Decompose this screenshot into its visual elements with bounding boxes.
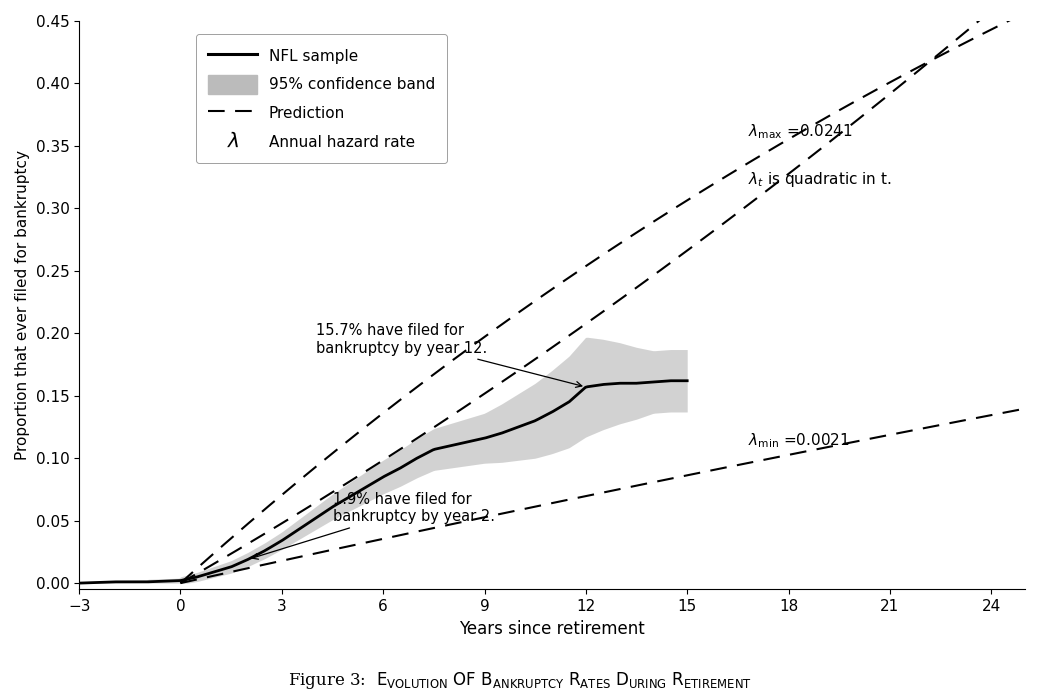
Text: $\lambda_{\mathrm{max}}$ =0.0241: $\lambda_{\mathrm{max}}$ =0.0241 xyxy=(748,123,853,141)
Text: $\lambda_{\mathrm{min}}$ =0.0021: $\lambda_{\mathrm{min}}$ =0.0021 xyxy=(748,431,850,450)
Legend: NFL sample, 95% confidence band, Prediction, Annual hazard rate: NFL sample, 95% confidence band, Predict… xyxy=(196,34,447,163)
Text: 1.9% have filed for
bankruptcy by year 2.: 1.9% have filed for bankruptcy by year 2… xyxy=(252,492,494,559)
Text: 15.7% have filed for
bankruptcy by year 12.: 15.7% have filed for bankruptcy by year … xyxy=(315,323,581,387)
Y-axis label: Proportion that ever filed for bankruptcy: Proportion that ever filed for bankruptc… xyxy=(15,150,30,460)
Text: Figure 3:  $\mathsf{E}_{\mathsf{VOLUTION}}$ $\mathsf{OF}$ $\mathsf{B}_{\mathsf{A: Figure 3: $\mathsf{E}_{\mathsf{VOLUTION}… xyxy=(288,671,752,692)
X-axis label: Years since retirement: Years since retirement xyxy=(460,620,645,638)
Text: $\lambda_t$ is quadratic in t.: $\lambda_t$ is quadratic in t. xyxy=(748,170,891,189)
